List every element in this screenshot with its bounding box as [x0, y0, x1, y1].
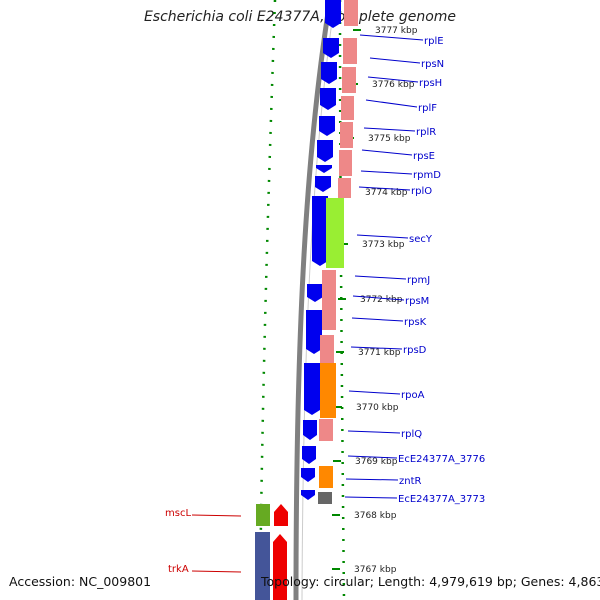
map-title: Escherichia coli E24377A, complete genom…: [143, 9, 457, 25]
gene-leader-line: [191, 570, 242, 573]
gene-leader-line: [352, 295, 405, 301]
ruler-label: 3768 kbp: [354, 511, 397, 521]
ribosomal-segment: [339, 150, 352, 176]
ribosomal-segment: [340, 122, 353, 148]
gene-label: rpmD: [413, 170, 441, 181]
gene-label: mscL: [165, 508, 191, 519]
forward-cds-arrow: [301, 468, 315, 482]
gene-leader-line: [350, 346, 403, 350]
forward-cds-arrow: [323, 38, 339, 58]
reverse-cds-arrow: [273, 534, 287, 600]
gene-label: rplQ: [401, 429, 422, 440]
ruler-label: 3771 kbp: [358, 348, 401, 358]
forward-cds-arrow: [317, 140, 333, 162]
ribosomal-segment: [319, 419, 333, 441]
zntR-feature: [319, 466, 333, 488]
gene-label: rpsM: [405, 296, 429, 307]
gene-label: rpsD: [403, 345, 427, 356]
forward-cds-arrow: [320, 88, 336, 110]
gene-leader-line: [351, 317, 404, 322]
gene-label: rplF: [418, 103, 437, 114]
topology-label: Topology: circular; Length: 4,979,619 bp…: [261, 574, 600, 589]
gene-leader-line: [367, 76, 419, 83]
forward-cds-arrow: [307, 284, 323, 302]
forward-cds-arrow: [315, 176, 331, 192]
ruler-label: 3772 kbp: [360, 295, 403, 305]
gene-leader-line: [358, 186, 411, 191]
forward-cds-arrow: [319, 116, 335, 136]
mscL-block: [256, 504, 270, 526]
grey-feature: [318, 492, 332, 504]
gene-leader-line: [347, 455, 398, 459]
gene-label: secY: [409, 234, 433, 245]
ribosomal-segment: [343, 38, 357, 64]
gene-label: rpsH: [419, 78, 442, 89]
backbone-arc: [293, 0, 333, 600]
ruler-label: 3773 kbp: [362, 240, 405, 250]
ribosomal-segment: [344, 0, 358, 26]
gene-leader-line: [363, 127, 416, 132]
gene-leader-line: [345, 478, 399, 481]
gene-leader-line: [344, 496, 398, 499]
forward-cds-arrow: [302, 446, 316, 464]
rpoA-feature: [320, 363, 336, 418]
gene-label: rpsE: [413, 151, 435, 162]
gene-leader-line: [191, 514, 242, 517]
ribosomal-segment: [322, 270, 336, 330]
gene-label: rpmJ: [407, 275, 430, 286]
gene-leader-line: [361, 149, 413, 156]
gene-label: trkA: [168, 564, 189, 575]
gene-label: rplO: [411, 186, 432, 197]
forward-cds-arrow: [301, 490, 315, 500]
forward-cds-arrow: [321, 62, 337, 84]
ribosomal-segment: [338, 178, 351, 198]
accession-label: Accession: NC_009801: [9, 574, 152, 589]
forward-cds-arrow: [312, 196, 328, 266]
gene-leader-line: [347, 430, 401, 434]
trkA-block: [255, 532, 270, 600]
ruler-label: 3775 kbp: [368, 134, 411, 144]
reverse-cds-arrow: [274, 504, 288, 526]
gene-label: EcE24377A_3776: [398, 454, 485, 465]
gene-label: rpsN: [421, 59, 444, 70]
gene-leader-line: [354, 275, 407, 280]
gene-leader-line: [356, 234, 409, 239]
gene-leader-line: [369, 57, 421, 64]
ruler-label: 3769 kbp: [355, 457, 398, 467]
forward-cds-arrow: [306, 310, 322, 354]
gene-label: rplR: [416, 127, 436, 138]
ruler-label: 3770 kbp: [356, 403, 399, 413]
ribosomal-segment: [341, 96, 354, 120]
gene-label: rplE: [424, 36, 444, 47]
ruler-label: 3777 kbp: [375, 26, 418, 36]
gene-label: rpoA: [401, 390, 425, 401]
forward-cds-arrow: [316, 165, 332, 173]
gene-leader-line: [359, 34, 424, 41]
gene-label: rpsK: [404, 317, 427, 328]
forward-cds-arrow: [325, 0, 341, 28]
gene-label: EcE24377A_3773: [398, 494, 485, 505]
ruler-label: 3774 kbp: [365, 188, 408, 198]
forward-cds-arrow: [304, 363, 320, 415]
forward-cds-arrow: [303, 420, 317, 440]
gene-leader-line: [365, 99, 418, 108]
gene-leader-line: [360, 170, 413, 175]
ruler-label: 3767 kbp: [354, 565, 397, 575]
gene-leader-line: [348, 390, 401, 395]
ruler-label: 3776 kbp: [372, 80, 415, 90]
gene-label: zntR: [399, 476, 422, 487]
ribosomal-segment: [342, 67, 356, 93]
ribosomal-segment: [320, 335, 334, 363]
secY-feature: [326, 198, 344, 268]
